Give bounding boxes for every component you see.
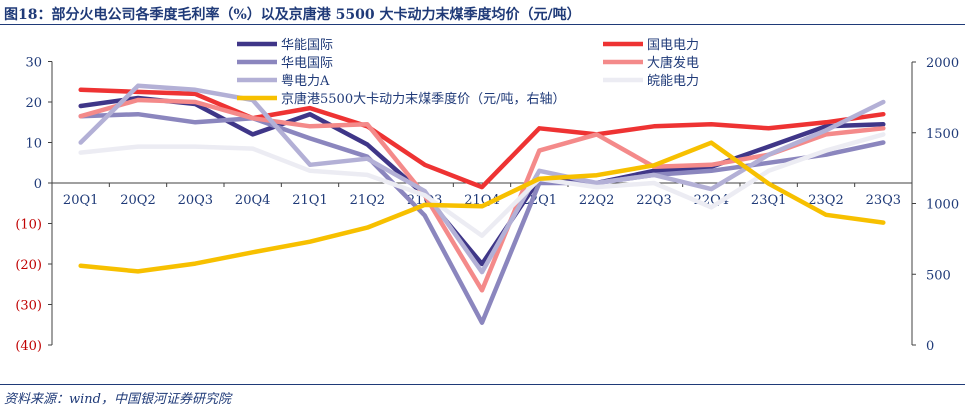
x-axis-tick-label: 21Q1 (292, 193, 327, 208)
x-axis-tick-label: 20Q4 (235, 193, 270, 208)
legend-label-6: 京唐港5500大卡动力末煤季度价（元/吨，右轴） (281, 91, 565, 107)
left-axis-tick-label: 0 (34, 177, 42, 192)
series-line-3 (78, 97, 886, 293)
legend-label-5: 皖能电力 (647, 74, 699, 89)
x-axis-tick-label: 23Q3 (866, 193, 901, 208)
right-axis-tick-label: 0 (926, 339, 934, 354)
series-line-1 (78, 87, 886, 190)
title-divider (0, 24, 965, 25)
series-line-4 (78, 83, 886, 275)
left-axis-tick-label: (30) (15, 299, 42, 314)
x-axis-tick-label: 23Q2 (808, 193, 843, 208)
series-line-6 (78, 140, 886, 274)
right-axis-tick-label: 1500 (926, 127, 959, 142)
x-axis-tick-label: 21Q2 (350, 193, 385, 208)
legend-label-1: 国电电力 (647, 38, 699, 53)
right-axis-tick-label: 500 (926, 268, 951, 283)
legend-label-2: 华电国际 (281, 56, 333, 71)
source-note: 资料来源：wind，中国银河证券研究院 (4, 392, 231, 407)
chart-title: 图18：部分火电公司各季度毛利率（%）以及京唐港 5500 大卡动力末煤季度均价… (4, 7, 581, 23)
right-axis-tick-label: 2000 (926, 56, 959, 71)
x-axis-tick-label: 22Q3 (636, 193, 671, 208)
left-axis-tick-label: (40) (15, 339, 42, 354)
legend-label-4: 粤电力A (281, 73, 330, 89)
legend-label-0: 华能国际 (281, 38, 333, 53)
left-axis-tick-label: (20) (15, 258, 42, 273)
left-axis-tick-label: 30 (25, 56, 42, 71)
x-axis-tick-label: 20Q2 (120, 193, 155, 208)
x-axis-tick-label: 20Q1 (63, 193, 98, 208)
chart-plot-area (78, 83, 886, 325)
left-axis-tick-label: (10) (15, 218, 42, 233)
left-axis-tick-label: 10 (25, 137, 42, 152)
source-divider (0, 384, 965, 385)
series-line-5 (78, 132, 886, 238)
right-axis-tick-label: 1000 (926, 198, 959, 213)
series-line-0 (78, 95, 886, 267)
x-axis-tick-label: 20Q3 (178, 193, 213, 208)
x-axis-tick-label: 23Q1 (751, 193, 786, 208)
left-axis-tick-label: 20 (25, 96, 42, 111)
chart-axes: 30 20 10 0 (10) (20) (30) (40) 2000 1500 1000 500 0 2… (15, 56, 959, 355)
legend-label-3: 大唐发电 (647, 55, 699, 71)
x-axis-tick-label: 22Q2 (579, 193, 614, 208)
